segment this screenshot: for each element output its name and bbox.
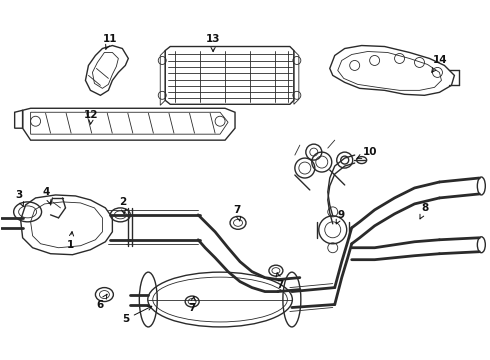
Text: 11: 11: [103, 33, 118, 49]
Text: 7: 7: [276, 273, 284, 289]
Text: 7: 7: [189, 297, 196, 312]
Text: 2: 2: [119, 197, 126, 214]
Text: 5: 5: [122, 306, 152, 324]
Text: 4: 4: [43, 187, 51, 204]
Text: 12: 12: [84, 110, 98, 124]
Text: 1: 1: [67, 231, 74, 250]
Text: 6: 6: [97, 294, 107, 310]
Text: 13: 13: [206, 33, 220, 51]
Text: 10: 10: [357, 147, 377, 158]
Text: 14: 14: [432, 55, 448, 72]
Text: 3: 3: [15, 190, 24, 206]
Text: 9: 9: [336, 210, 344, 224]
Text: 7: 7: [233, 205, 241, 221]
Text: 8: 8: [420, 203, 429, 219]
